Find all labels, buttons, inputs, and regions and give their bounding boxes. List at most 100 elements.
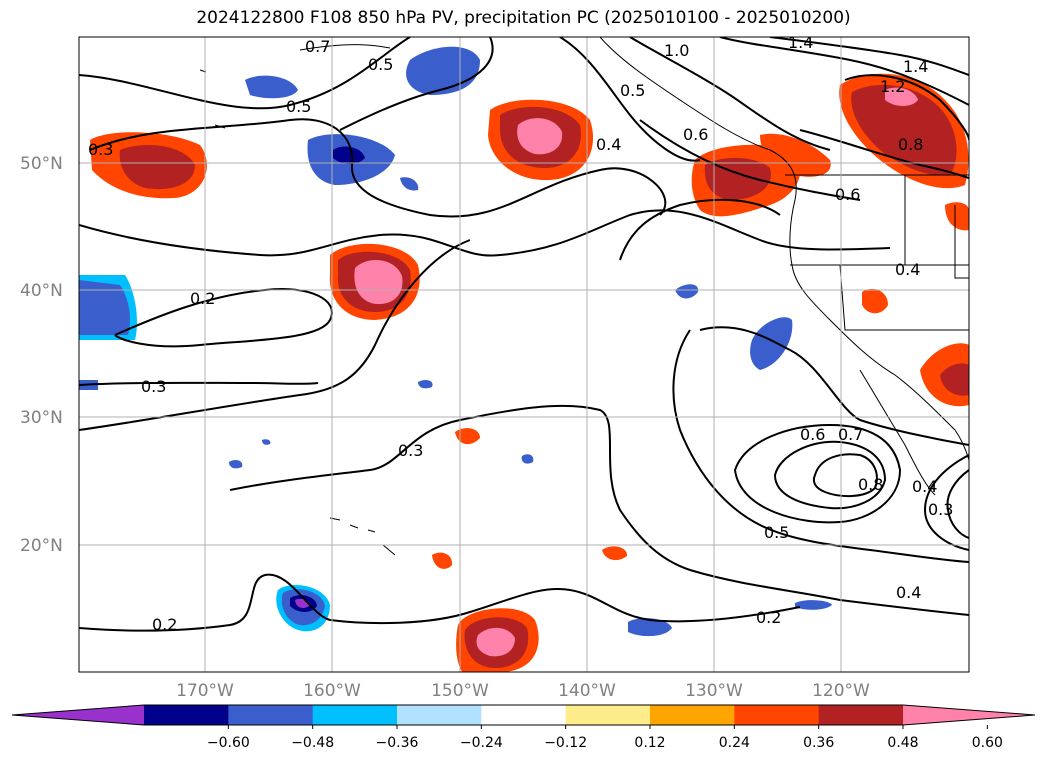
- positive-anomaly-region: [760, 133, 831, 177]
- colorbar-segment: [312, 705, 398, 725]
- colorbar-extend-low: [12, 705, 144, 725]
- contour-line: [79, 209, 891, 257]
- contour-label: 0.3: [928, 500, 953, 519]
- pv-contours: [79, 37, 969, 632]
- negative-anomaly-region: [675, 284, 699, 299]
- colorbar-tick-label: 0.36: [803, 735, 834, 751]
- precip-shading: [79, 46, 969, 672]
- contour-label: 0.3: [141, 377, 166, 396]
- contour-labels: 0.7 0.5 0.5 0.3 0.2 0.3 0.4 0.3 0.5 0.6 …: [88, 33, 953, 634]
- contour-label: 0.6: [683, 125, 708, 144]
- negative-anomaly-region: [262, 439, 271, 445]
- contour-line: [769, 37, 969, 76]
- negative-anomaly-region: [418, 379, 433, 389]
- colorbar-tick-label: 0.48: [887, 735, 918, 751]
- coastline-north-america: [599, 37, 969, 461]
- map-border: [78, 36, 970, 673]
- negative-anomaly-region: [628, 618, 672, 637]
- colorbar-tick-label: −0.12: [544, 735, 587, 751]
- contour-label: 0.4: [895, 260, 920, 279]
- contour-line: [229, 404, 969, 616]
- contour-line: [946, 469, 969, 539]
- colorbar-segment: [818, 705, 904, 725]
- negative-anomaly-region: [79, 280, 130, 335]
- colorbar-outline: [11, 704, 1036, 726]
- contour-label: 0.5: [286, 97, 311, 116]
- contour-line: [559, 37, 701, 162]
- positive-anomaly-region: [517, 118, 563, 155]
- negative-anomaly-region: [750, 317, 793, 370]
- colorbar-tick-label: −0.48: [291, 735, 334, 751]
- colorbar-segment: [144, 705, 229, 725]
- contour-label: 1.4: [903, 57, 928, 76]
- positive-anomaly-region: [476, 627, 515, 657]
- colorbar-segment: [650, 705, 735, 725]
- contour-label: 0.4: [912, 477, 937, 496]
- latitude-labels: 50°N 40°N 30°N 20°N: [20, 154, 63, 556]
- contour-label: 0.6: [800, 425, 825, 444]
- negative-anomaly-region: [229, 459, 243, 469]
- graticule: [79, 37, 969, 672]
- contour-line: [773, 440, 887, 510]
- colorbar: −0.60 −0.48 −0.36 −0.24 −0.12 0.12 0.24 0.36 0.4…: [11, 704, 1036, 751]
- negative-anomaly-region: [400, 177, 419, 191]
- contour-label: 0.4: [896, 583, 921, 602]
- contour-label: 0.8: [898, 135, 923, 154]
- contour-label: 0.4: [596, 135, 621, 154]
- lon-label: 170°W: [176, 681, 234, 701]
- colorbar-segment: [481, 705, 567, 725]
- contour-line: [619, 198, 781, 261]
- contour-label: 1.0: [664, 41, 689, 60]
- negative-anomaly-region: [521, 454, 534, 464]
- negative-anomaly-region: [333, 146, 365, 164]
- colorbar-tick-label: −0.60: [207, 735, 250, 751]
- lat-label: 20°N: [20, 536, 63, 556]
- contour-line: [923, 454, 969, 551]
- contour-line: [799, 129, 969, 179]
- colorbar-segment: [397, 705, 482, 725]
- state-border: [839, 264, 969, 331]
- positive-anomaly-region: [704, 157, 771, 200]
- contour-label: 1.2: [880, 77, 905, 96]
- contour-label: 0.3: [398, 441, 423, 460]
- contour-line: [79, 239, 471, 431]
- contour-label: 0.6: [835, 185, 860, 204]
- contour-line: [114, 288, 333, 348]
- contour-label: 0.7: [305, 37, 330, 56]
- coastline-baja: [859, 369, 936, 496]
- positive-anomaly-region: [119, 145, 195, 190]
- contour-label: 0.5: [620, 81, 645, 100]
- colorbar-segment: [565, 705, 651, 725]
- contour-line: [639, 119, 861, 201]
- contour-line: [79, 573, 801, 632]
- positive-anomaly-region: [885, 87, 918, 106]
- contour-label: 0.7: [838, 425, 863, 444]
- contour-label: 0.2: [152, 615, 177, 634]
- lon-label: 150°W: [431, 681, 489, 701]
- lat-label: 40°N: [20, 281, 63, 301]
- contour-line: [719, 37, 969, 106]
- negative-anomaly-region: [245, 75, 298, 99]
- lon-label: 140°W: [558, 681, 616, 701]
- coastlines: [199, 37, 969, 556]
- contour-line: [699, 326, 969, 446]
- contour-label: 0.2: [190, 289, 215, 308]
- contour-line: [79, 37, 411, 110]
- contour-line: [733, 423, 902, 524]
- positive-anomaly-region: [354, 260, 403, 305]
- colorbar-extend-high: [903, 705, 1035, 725]
- positive-anomaly-region: [940, 363, 969, 396]
- colorbar-tick-label: 0.24: [719, 735, 750, 751]
- contour-label: 1.4: [788, 33, 813, 52]
- colorbar-tick-label: 0.60: [972, 735, 1003, 751]
- contour-line: [812, 453, 878, 498]
- contour-label: 0.3: [88, 140, 113, 159]
- longitude-labels: 170°W 160°W 150°W 140°W 130°W 120°W: [176, 681, 870, 701]
- contour-label: 0.5: [764, 523, 789, 542]
- colorbar-tick-label: −0.36: [376, 735, 419, 751]
- positive-anomaly-region: [602, 546, 628, 561]
- contour-line: [844, 74, 969, 141]
- lon-label: 120°W: [812, 681, 870, 701]
- map-title: 2024122800 F108 850 hPa PV, precipitatio…: [196, 8, 851, 28]
